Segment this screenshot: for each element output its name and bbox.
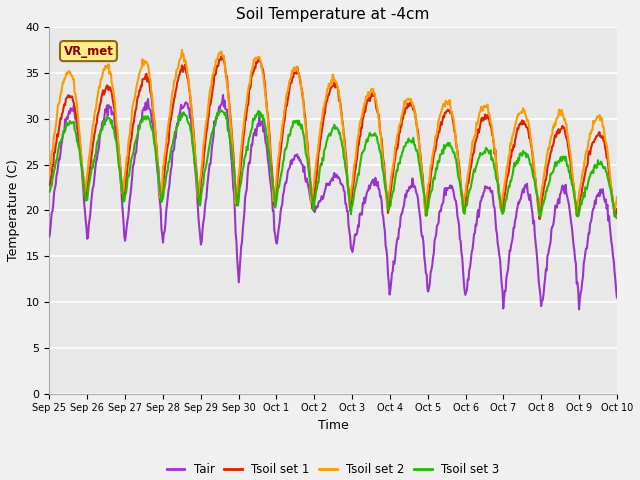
- Tsoil set 1: [45, 182, 53, 188]
- Line: Tair: Tair: [49, 95, 617, 310]
- Tsoil set 1: [56, 122, 63, 128]
- Tsoil set 3: [403, 140, 411, 145]
- Tsoil set 1: [172, 88, 179, 94]
- Tair: [56, 156, 63, 162]
- Legend: Tair, Tsoil set 1, Tsoil set 2, Tsoil set 3: Tair, Tsoil set 1, Tsoil set 2, Tsoil se…: [162, 458, 504, 480]
- Line: Tsoil set 1: Tsoil set 1: [49, 56, 617, 219]
- Tsoil set 3: [172, 129, 179, 135]
- Tsoil set 1: [403, 106, 411, 111]
- Tair: [420, 240, 428, 246]
- Tsoil set 2: [56, 99, 63, 105]
- Title: Soil Temperature at -4cm: Soil Temperature at -4cm: [236, 7, 430, 22]
- Tsoil set 1: [218, 53, 225, 59]
- Tsoil set 3: [56, 140, 63, 145]
- Tair: [202, 199, 209, 204]
- Line: Tsoil set 2: Tsoil set 2: [49, 50, 617, 215]
- Text: VR_met: VR_met: [63, 45, 113, 58]
- Tsoil set 1: [613, 206, 621, 212]
- Tsoil set 2: [114, 135, 122, 141]
- Tsoil set 1: [114, 140, 122, 145]
- Tsoil set 2: [420, 188, 428, 194]
- Tair: [575, 307, 583, 312]
- Tsoil set 1: [202, 136, 209, 142]
- Tsoil set 2: [45, 172, 53, 178]
- Tsoil set 2: [203, 119, 211, 124]
- Tair: [172, 135, 179, 141]
- Tsoil set 2: [178, 47, 186, 53]
- Tsoil set 3: [420, 187, 428, 193]
- Tsoil set 2: [535, 212, 543, 218]
- Tair: [114, 148, 122, 154]
- Tsoil set 1: [420, 186, 428, 192]
- Tair: [613, 295, 621, 300]
- Y-axis label: Temperature (C): Temperature (C): [7, 159, 20, 262]
- Tsoil set 3: [218, 108, 225, 113]
- Tsoil set 3: [114, 154, 122, 159]
- Tair: [403, 188, 411, 193]
- X-axis label: Time: Time: [318, 419, 349, 432]
- Tair: [219, 92, 227, 98]
- Tsoil set 3: [45, 189, 53, 195]
- Tsoil set 1: [536, 216, 543, 222]
- Line: Tsoil set 3: Tsoil set 3: [49, 110, 617, 218]
- Tsoil set 2: [613, 194, 621, 200]
- Tsoil set 2: [172, 75, 179, 81]
- Tsoil set 3: [613, 215, 621, 221]
- Tsoil set 3: [202, 165, 209, 171]
- Tsoil set 2: [403, 96, 411, 102]
- Tair: [45, 234, 53, 240]
